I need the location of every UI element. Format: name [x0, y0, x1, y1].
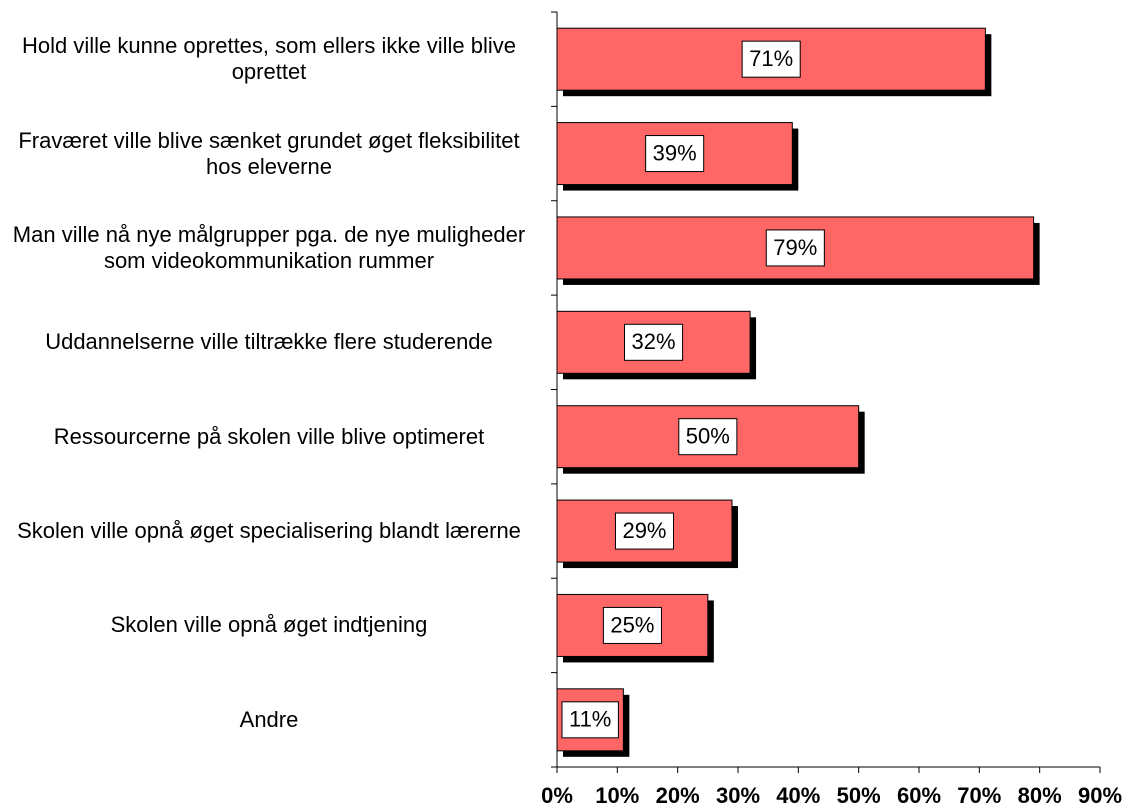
- value-label-box: [765, 229, 825, 267]
- category-label: Hold ville kunne oprettes, som ellers ik…: [22, 33, 516, 85]
- x-tick-label: 0%: [541, 783, 573, 808]
- category-label: Skolen ville opnå øget specialisering bl…: [17, 518, 521, 544]
- x-tick-label: 70%: [957, 783, 1001, 808]
- value-label: 79%: [773, 235, 817, 260]
- category-label: Man ville nå nye målgrupper pga. de nye …: [12, 221, 526, 273]
- bar: [556, 216, 1035, 280]
- value-label-box: [614, 512, 675, 550]
- value-label: 11%: [569, 707, 611, 732]
- value-label-box: [561, 701, 619, 739]
- value-label: 71%: [749, 46, 793, 71]
- category-label: Andre: [239, 706, 299, 732]
- value-label: 39%: [653, 140, 697, 165]
- x-tick-label: 80%: [1018, 783, 1062, 808]
- value-label-box: [624, 323, 684, 361]
- value-label: 32%: [632, 329, 676, 354]
- value-label: 50%: [686, 424, 730, 449]
- x-tick-label: 90%: [1078, 783, 1122, 808]
- category-label: Ressourcerne på skolen ville blive optim…: [53, 423, 485, 449]
- value-label-box: [678, 418, 738, 456]
- value-label-box: [602, 606, 662, 644]
- x-tick-label: 30%: [716, 783, 760, 808]
- value-label: 29%: [622, 518, 666, 543]
- x-tick-label: 10%: [595, 783, 639, 808]
- x-tick-label: 60%: [897, 783, 941, 808]
- category-label: Uddannelserne ville tiltrække flere stud…: [45, 329, 493, 355]
- value-label-box: [645, 135, 705, 173]
- x-tick-label: 50%: [837, 783, 881, 808]
- x-tick-label: 20%: [656, 783, 700, 808]
- value-label: 25%: [610, 612, 654, 637]
- x-tick-label: 40%: [776, 783, 820, 808]
- value-label-box: [741, 40, 801, 78]
- category-label: Skolen ville opnå øget indtjening: [110, 612, 428, 638]
- category-label: Fraværet ville blive sænket grundet øget…: [18, 127, 520, 179]
